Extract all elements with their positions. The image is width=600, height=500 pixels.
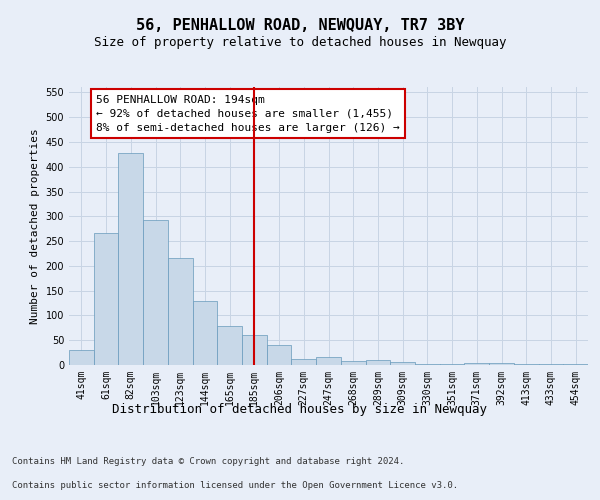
Bar: [143, 220, 168, 365]
Y-axis label: Number of detached properties: Number of detached properties: [30, 128, 40, 324]
Bar: [464, 362, 489, 365]
Bar: [118, 153, 143, 365]
Bar: [242, 336, 267, 365]
Bar: [193, 300, 217, 365]
Bar: [168, 258, 193, 365]
Text: Contains public sector information licensed under the Open Government Licence v3: Contains public sector information licen…: [12, 481, 458, 490]
Text: 56 PENHALLOW ROAD: 194sqm
← 92% of detached houses are smaller (1,455)
8% of sem: 56 PENHALLOW ROAD: 194sqm ← 92% of detac…: [96, 95, 400, 133]
Bar: [563, 364, 588, 365]
Bar: [489, 362, 514, 365]
Bar: [440, 364, 464, 365]
Text: 56, PENHALLOW ROAD, NEWQUAY, TR7 3BY: 56, PENHALLOW ROAD, NEWQUAY, TR7 3BY: [136, 18, 464, 32]
Bar: [341, 360, 365, 365]
Bar: [217, 326, 242, 365]
Bar: [415, 364, 440, 365]
Bar: [316, 357, 341, 365]
Bar: [69, 350, 94, 365]
Bar: [390, 362, 415, 365]
Bar: [292, 358, 316, 365]
Bar: [514, 364, 539, 365]
Bar: [365, 360, 390, 365]
Bar: [539, 364, 563, 365]
Text: Contains HM Land Registry data © Crown copyright and database right 2024.: Contains HM Land Registry data © Crown c…: [12, 457, 404, 466]
Text: Size of property relative to detached houses in Newquay: Size of property relative to detached ho…: [94, 36, 506, 49]
Bar: [94, 232, 118, 365]
Text: Distribution of detached houses by size in Newquay: Distribution of detached houses by size …: [113, 402, 487, 415]
Bar: [267, 345, 292, 365]
